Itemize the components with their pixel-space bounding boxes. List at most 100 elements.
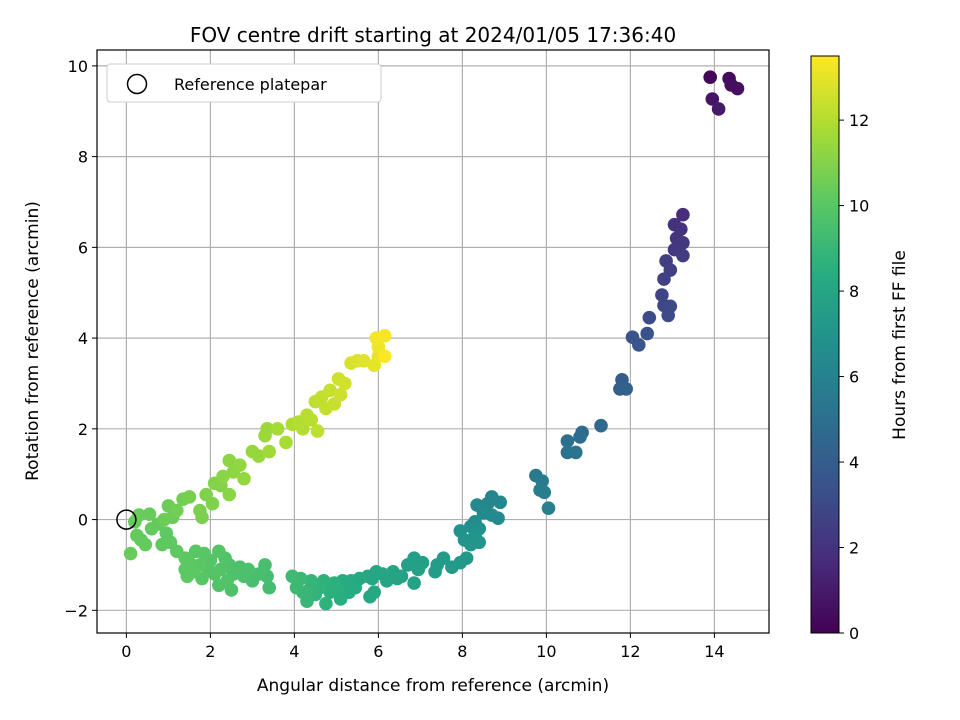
data-point	[310, 424, 325, 438]
data-point	[560, 434, 575, 448]
y-tick-label: −2	[64, 601, 88, 620]
x-tick-label: 4	[289, 642, 299, 661]
data-point	[130, 528, 144, 543]
chart-title: FOV centre drift starting at 2024/01/05 …	[190, 23, 676, 47]
reference-platepar-marker	[116, 509, 137, 530]
data-point	[188, 544, 203, 559]
x-tick-label: 0	[121, 642, 131, 661]
data-point	[142, 507, 157, 521]
y-axis-label: Rotation from reference (arcmin)	[23, 201, 43, 481]
colorbar-tick-label: 8	[849, 282, 859, 301]
legend: Reference platepar	[106, 63, 382, 103]
colorbar-tick-label: 10	[849, 197, 869, 216]
x-tick-label: 2	[205, 642, 215, 661]
data-point	[222, 487, 237, 502]
data-point	[233, 458, 247, 472]
data-point	[676, 248, 690, 263]
data-point	[377, 349, 392, 364]
y-tick-label: 8	[78, 148, 88, 167]
colorbar-label: Hours from first FF file	[890, 250, 910, 440]
data-point	[260, 422, 274, 436]
data-point	[661, 308, 675, 323]
legend-entry-reference: Reference platepar	[174, 75, 327, 94]
data-point	[338, 376, 352, 391]
data-point	[428, 564, 442, 579]
colorbar-tick-label: 12	[849, 111, 869, 130]
x-axis-ticks: 0 2 4 6 8 10 12 14	[121, 633, 725, 661]
data-point	[657, 272, 671, 286]
data-point	[323, 585, 337, 599]
legend-box	[106, 63, 382, 103]
plot-frame	[96, 49, 770, 634]
data-point	[642, 310, 657, 325]
data-point	[216, 469, 230, 484]
data-point	[541, 501, 556, 516]
data-point	[491, 511, 505, 526]
x-axis-label: Angular distance from reference (arcmin)	[257, 676, 609, 696]
x-tick-label: 12	[620, 642, 640, 661]
data-point	[285, 569, 300, 584]
data-point	[640, 326, 654, 341]
data-point	[144, 521, 159, 536]
data-point	[262, 580, 277, 595]
data-point	[655, 288, 669, 302]
data-point	[724, 78, 738, 92]
data-point	[195, 510, 209, 525]
y-tick-label: 6	[78, 238, 88, 257]
data-point	[212, 544, 226, 559]
data-point	[619, 382, 633, 396]
data-point	[333, 592, 348, 606]
data-point	[155, 537, 169, 552]
data-point	[182, 490, 197, 504]
data-point	[159, 526, 174, 540]
colorbar-ticks: 0 2 4 6 8 10 12	[839, 111, 869, 643]
data-point	[289, 580, 304, 595]
y-tick-label: 10	[68, 57, 88, 76]
data-point	[594, 418, 608, 433]
data-point	[180, 569, 195, 584]
data-point	[251, 449, 266, 463]
colorbar: 0 2 4 6 8 10 12 Hours from first FF file	[810, 55, 910, 643]
data-point	[262, 444, 277, 459]
data-point	[205, 496, 220, 511]
data-point	[170, 503, 184, 518]
data-point	[296, 422, 310, 436]
data-point	[676, 207, 690, 222]
data-point	[632, 338, 646, 352]
data-point	[270, 422, 285, 436]
y-tick-label: 4	[78, 329, 88, 348]
data-point	[222, 453, 237, 468]
colorbar-tick-label: 4	[849, 453, 859, 472]
data-point	[333, 388, 348, 402]
data-point	[411, 562, 426, 577]
data-point	[123, 546, 138, 561]
data-point	[279, 435, 293, 450]
data-point	[401, 558, 415, 572]
x-tick-label: 6	[373, 642, 383, 661]
x-tick-label: 10	[536, 642, 556, 661]
data-point	[493, 495, 508, 510]
data-point	[569, 445, 583, 460]
x-tick-label: 8	[457, 642, 467, 661]
colorbar-gradient	[810, 55, 840, 634]
data-point	[464, 537, 478, 552]
data-point	[363, 589, 377, 604]
data-point	[445, 560, 459, 575]
data-point	[128, 515, 142, 529]
data-point	[711, 102, 726, 116]
data-point	[237, 471, 251, 486]
data-point	[212, 578, 226, 593]
data-point	[705, 92, 720, 106]
data-point	[407, 576, 421, 590]
y-tick-label: 0	[78, 511, 88, 530]
grid-lines	[97, 50, 769, 633]
legend-marker-icon	[126, 73, 148, 95]
data-point	[537, 485, 552, 500]
data-points	[123, 70, 745, 611]
data-point	[356, 353, 371, 368]
data-point	[573, 430, 587, 444]
data-point	[377, 329, 392, 343]
data-point	[703, 70, 717, 85]
colorbar-tick-label: 0	[849, 624, 859, 643]
